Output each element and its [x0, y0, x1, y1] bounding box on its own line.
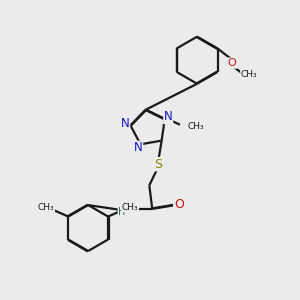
Text: N: N: [164, 110, 172, 124]
Text: CH₃: CH₃: [38, 202, 55, 211]
Text: N: N: [134, 141, 142, 154]
Text: N: N: [121, 117, 130, 130]
Text: CH₃: CH₃: [122, 202, 139, 211]
Text: O: O: [228, 58, 237, 68]
Text: O: O: [174, 198, 184, 211]
Text: N: N: [122, 201, 131, 214]
Text: CH₃: CH₃: [241, 70, 257, 80]
Text: H: H: [118, 207, 126, 218]
Text: CH₃: CH₃: [187, 122, 204, 130]
Text: S: S: [154, 158, 162, 171]
